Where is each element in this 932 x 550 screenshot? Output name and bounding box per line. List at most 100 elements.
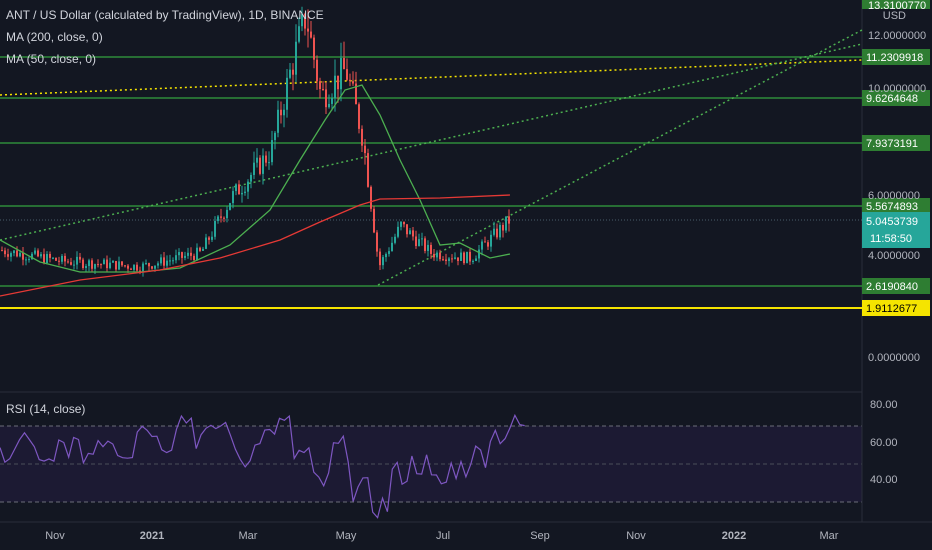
candle-body	[508, 216, 510, 224]
candle-body	[475, 258, 477, 261]
candle-body	[238, 184, 240, 195]
countdown-label: 11:58:50	[870, 233, 912, 245]
candle-body	[136, 264, 138, 271]
level-price-tag	[862, 278, 930, 294]
candle-body	[298, 26, 300, 42]
candle-body	[436, 252, 438, 258]
candle-body	[91, 260, 93, 269]
candle-body	[67, 261, 69, 263]
candle-body	[460, 252, 462, 261]
candle-body	[451, 258, 453, 260]
candle-body	[205, 237, 207, 249]
candle-body	[235, 184, 237, 192]
candle-body	[226, 209, 228, 219]
candle-body	[457, 257, 459, 261]
candle-body	[310, 31, 312, 38]
candle-body	[28, 259, 30, 261]
candle-body	[502, 225, 504, 231]
candle-body	[418, 239, 420, 247]
price-axis-tick: 12.0000000	[868, 30, 926, 42]
time-axis-tick: May	[336, 530, 357, 542]
candle-body	[478, 249, 480, 259]
candle-body	[364, 145, 366, 154]
candle-body	[505, 216, 507, 231]
candle-body	[190, 252, 192, 256]
candle-body	[52, 257, 54, 259]
candle-body	[133, 264, 135, 270]
green-trendline-long[interactable]	[0, 43, 863, 241]
candle-body	[211, 236, 213, 240]
candle-body	[79, 256, 81, 260]
candle-body	[316, 59, 318, 82]
candle-body	[193, 255, 195, 260]
candle-body	[154, 265, 156, 269]
candle-body	[322, 89, 324, 91]
candle-body	[232, 191, 234, 204]
candle-body	[253, 162, 255, 175]
candle-body	[433, 253, 435, 258]
candle-body	[118, 261, 120, 270]
candle-body	[178, 252, 180, 256]
candle-body	[262, 155, 264, 174]
candle-body	[487, 242, 489, 247]
price-pane[interactable]	[0, 0, 862, 392]
candle-body	[283, 109, 285, 116]
candle-body	[349, 79, 351, 82]
candle-body	[352, 81, 354, 84]
candle-body	[385, 253, 387, 258]
candle-body	[139, 270, 141, 272]
ma50-label[interactable]: MA (50, close, 0)	[6, 52, 97, 66]
yellow-trendline[interactable]	[0, 59, 863, 96]
candle-body	[55, 257, 57, 261]
level-price-label: 5.5674893	[866, 201, 918, 213]
candle-body	[301, 13, 303, 27]
candle-body	[328, 103, 330, 108]
candle-body	[406, 224, 408, 235]
ma200-label[interactable]: MA (200, close, 0)	[6, 30, 103, 44]
candle-body	[355, 83, 357, 105]
current-price-tag	[862, 212, 930, 248]
rsi-axis-tick: 80.00	[870, 399, 898, 411]
candle-body	[199, 247, 201, 251]
candle-body	[88, 260, 90, 267]
candle-body	[319, 81, 321, 90]
candle-body	[85, 266, 87, 268]
candle-body	[490, 234, 492, 247]
candle-body	[439, 252, 441, 260]
candle-body	[1, 250, 3, 252]
candle-body	[382, 257, 384, 266]
candle-body	[424, 238, 426, 251]
rsi-line[interactable]	[0, 413, 525, 519]
ma200-line[interactable]	[0, 194, 511, 297]
candle-body	[463, 252, 465, 264]
candle-body	[40, 254, 42, 257]
candle-body	[109, 262, 111, 269]
candle-body	[115, 260, 117, 270]
time-axis-tick: Mar	[820, 530, 839, 542]
candle-body	[367, 153, 369, 187]
candle-body	[229, 203, 231, 210]
candle-body	[163, 257, 165, 266]
candle-body	[196, 247, 198, 260]
candle-body	[31, 253, 33, 260]
time-axis-tick: Jul	[436, 530, 450, 542]
ma50-line[interactable]	[0, 84, 511, 273]
time-axis-tick: Nov	[626, 530, 646, 542]
rsi-label[interactable]: RSI (14, close)	[6, 402, 86, 416]
candle-body	[184, 255, 186, 258]
candle-body	[361, 128, 363, 146]
candle-body	[97, 264, 99, 266]
candle-body	[121, 261, 123, 266]
candle-body	[340, 58, 342, 90]
candle-body	[442, 259, 444, 261]
level-price-tag	[862, 300, 930, 316]
candle-body	[331, 98, 333, 104]
candle-body	[430, 244, 432, 254]
candle-body	[391, 242, 393, 252]
currency-label: USD	[882, 10, 906, 22]
candle-body	[472, 260, 474, 262]
level-price-tag	[862, 135, 930, 151]
candle-body	[157, 263, 159, 266]
candle-body	[220, 216, 222, 218]
